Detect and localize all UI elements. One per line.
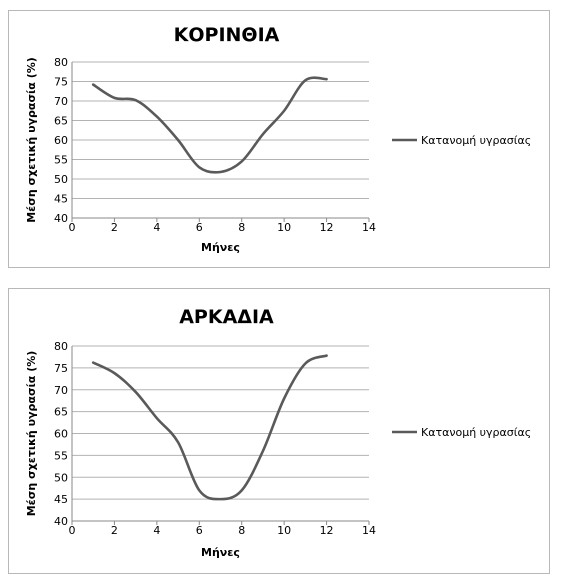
chart-title: ΑΡΚΑΔΙΑ — [179, 306, 274, 328]
y-tick-label: 45 — [54, 193, 68, 206]
x-tick-label: 6 — [196, 221, 203, 234]
x-tick-label: 10 — [277, 524, 291, 537]
y-tick-label: 80 — [54, 340, 68, 353]
x-tick-label: 4 — [153, 524, 160, 537]
y-tick-label: 70 — [54, 384, 68, 397]
y-tick-label: 65 — [54, 115, 68, 128]
x-tick-label: 12 — [320, 221, 334, 234]
series-line — [91, 354, 328, 501]
y-tick-label: 55 — [54, 449, 68, 462]
series-line — [91, 76, 328, 174]
x-tick-label: 14 — [362, 524, 376, 537]
legend-label: Κατανομή υγρασίας — [421, 426, 531, 439]
x-tick-label: 2 — [111, 221, 118, 234]
y-tick-label: 75 — [54, 76, 68, 89]
y-tick-label: 50 — [54, 173, 68, 186]
y-tick-label: 60 — [54, 134, 68, 147]
y-tick-label: 75 — [54, 362, 68, 375]
x-tick-label: 2 — [111, 524, 118, 537]
y-tick-label: 80 — [54, 56, 68, 69]
y-tick-label: 65 — [54, 406, 68, 419]
x-tick-label: 4 — [153, 221, 160, 234]
legend-label: Κατανομή υγρασίας — [421, 134, 531, 147]
chart-panel-korinthia: ΚΟΡΙΝΘΙΑ 40 45 50 55 60 65 70 75 80 0 2 4 6 8 10 12 14 Μήν… — [8, 10, 550, 268]
y-tick-label: 55 — [54, 154, 68, 167]
y-tick-label: 40 — [54, 515, 68, 528]
x-tick-label: 8 — [238, 221, 245, 234]
x-axis-label: Μήνες — [201, 241, 240, 254]
y-tick-label: 45 — [54, 493, 68, 506]
x-tick-label: 0 — [69, 221, 76, 234]
x-tick-label: 10 — [277, 221, 291, 234]
chart-title: ΚΟΡΙΝΘΙΑ — [174, 24, 280, 46]
humidity-chart-arkadia: ΑΡΚΑΔΙΑ 40 45 50 55 60 65 70 75 80 0 2 4 6 8 10 12 14 Μήνε… — [25, 306, 531, 559]
x-tick-label: 0 — [69, 524, 76, 537]
humidity-chart-korinthia: ΚΟΡΙΝΘΙΑ 40 45 50 55 60 65 70 75 80 0 2 4 6 8 10 12 14 Μήν… — [25, 24, 531, 254]
y-axis-label: Μέση σχετική υγρασία (%) — [25, 351, 38, 517]
x-tick-label: 6 — [196, 524, 203, 537]
y-tick-label: 70 — [54, 95, 68, 108]
y-axis-label: Μέση σχετική υγρασία (%) — [25, 57, 38, 223]
x-tick-label: 8 — [238, 524, 245, 537]
y-tick-label: 40 — [54, 212, 68, 225]
y-tick-label: 50 — [54, 471, 68, 484]
chart-panel-arkadia: ΑΡΚΑΔΙΑ 40 45 50 55 60 65 70 75 80 0 2 4 6 8 10 12 14 Μήνε… — [8, 288, 550, 574]
x-tick-label: 14 — [362, 221, 376, 234]
x-tick-label: 12 — [320, 524, 334, 537]
x-axis-label: Μήνες — [201, 546, 240, 559]
y-tick-label: 60 — [54, 428, 68, 441]
